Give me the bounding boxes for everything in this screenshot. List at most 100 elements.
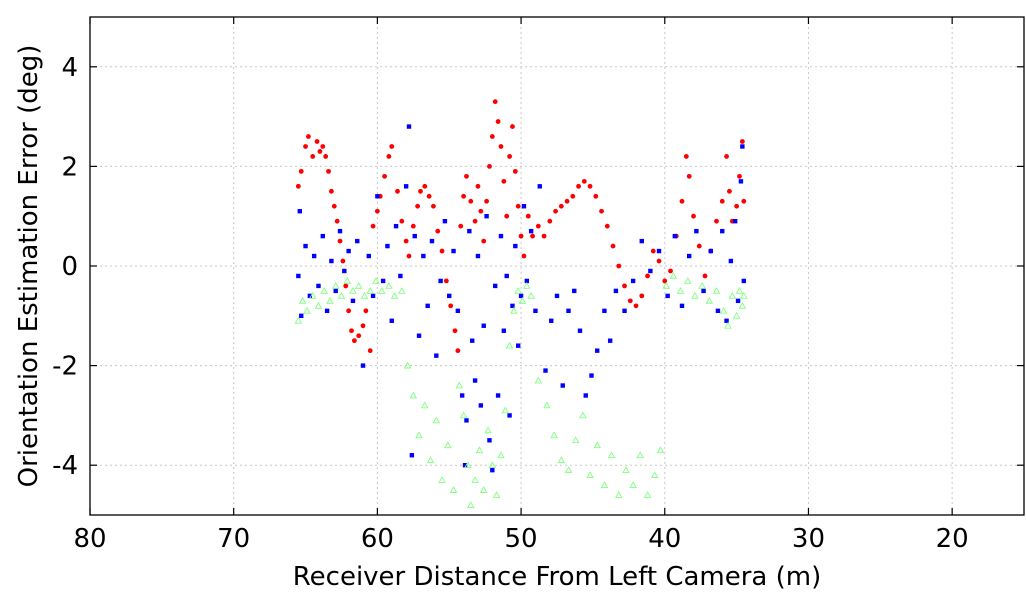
data-point xyxy=(610,243,616,249)
series-3 xyxy=(294,272,748,508)
data-point xyxy=(487,438,492,443)
data-point xyxy=(521,253,527,259)
data-point xyxy=(694,228,699,234)
data-point xyxy=(679,198,685,204)
data-point xyxy=(613,288,619,294)
data-point xyxy=(386,154,392,159)
data-point xyxy=(444,441,452,449)
data-point xyxy=(320,144,326,149)
data-point xyxy=(600,481,609,488)
data-point xyxy=(541,233,547,239)
data-point xyxy=(535,223,541,229)
data-point xyxy=(686,253,692,259)
data-point xyxy=(507,154,512,159)
data-point xyxy=(498,233,504,239)
data-point xyxy=(479,486,488,493)
data-point xyxy=(564,466,573,474)
data-point xyxy=(435,228,441,234)
data-point xyxy=(650,248,656,254)
data-point xyxy=(467,228,472,234)
data-point xyxy=(495,393,501,398)
data-point xyxy=(343,277,351,284)
data-point xyxy=(636,451,645,459)
data-point xyxy=(515,203,521,209)
data-point xyxy=(507,413,512,418)
y-tick-label: -2 xyxy=(52,352,78,382)
data-point xyxy=(523,281,531,289)
data-point xyxy=(415,203,421,209)
data-point xyxy=(425,303,430,309)
data-point xyxy=(464,418,469,423)
data-point xyxy=(676,286,685,294)
data-point xyxy=(478,208,484,214)
data-point xyxy=(719,198,725,204)
data-point xyxy=(472,378,478,383)
data-point xyxy=(712,286,721,294)
data-point xyxy=(728,291,737,299)
data-point xyxy=(577,328,583,333)
data-point xyxy=(481,323,486,328)
data-point xyxy=(475,253,481,259)
data-point xyxy=(566,308,571,314)
data-point xyxy=(415,431,423,439)
data-point xyxy=(724,321,732,329)
data-point xyxy=(464,461,472,469)
data-point xyxy=(389,318,394,323)
data-point xyxy=(484,426,492,434)
data-point xyxy=(422,183,428,189)
data-point xyxy=(449,486,458,493)
data-point xyxy=(403,361,412,369)
data-point xyxy=(622,466,630,474)
data-point xyxy=(306,134,311,139)
data-point xyxy=(326,296,334,304)
data-point xyxy=(356,333,362,339)
data-point xyxy=(382,173,387,179)
data-point xyxy=(714,218,719,224)
data-point xyxy=(489,134,495,139)
data-point xyxy=(554,293,560,299)
data-point xyxy=(403,238,409,244)
data-point xyxy=(487,164,492,169)
data-point xyxy=(421,401,429,409)
data-point xyxy=(633,303,639,309)
data-point xyxy=(583,393,588,398)
grid-lines xyxy=(89,17,1024,515)
data-point xyxy=(715,308,721,314)
data-point xyxy=(296,273,301,279)
data-point xyxy=(683,277,692,284)
data-point xyxy=(297,209,302,214)
data-point xyxy=(314,301,323,309)
data-point xyxy=(665,293,670,299)
data-point xyxy=(527,291,535,299)
data-point xyxy=(459,411,468,419)
data-point xyxy=(576,183,581,189)
data-point xyxy=(490,467,495,473)
data-point xyxy=(471,476,479,483)
data-point xyxy=(370,223,376,229)
data-point xyxy=(467,501,475,508)
data-point xyxy=(558,203,564,209)
data-point xyxy=(410,223,416,229)
data-point xyxy=(333,288,338,294)
data-point xyxy=(497,451,505,459)
series-1 xyxy=(295,99,747,354)
data-point xyxy=(572,288,577,294)
data-point xyxy=(524,278,530,284)
data-point xyxy=(662,278,668,284)
data-point xyxy=(518,233,524,239)
data-point xyxy=(331,203,337,209)
data-point xyxy=(510,124,515,129)
data-point xyxy=(311,253,317,259)
data-point xyxy=(393,223,399,229)
data-point xyxy=(475,446,484,454)
x-axis-label: Receiver Distance From Left Camera (m) xyxy=(293,562,821,592)
data-point xyxy=(579,411,587,419)
data-point xyxy=(331,281,340,289)
data-point xyxy=(602,308,607,314)
data-point xyxy=(656,248,662,254)
data-point xyxy=(438,278,443,284)
x-tick-label: 40 xyxy=(648,524,681,554)
data-point xyxy=(426,456,435,464)
data-point xyxy=(587,183,593,189)
data-point xyxy=(334,218,340,224)
